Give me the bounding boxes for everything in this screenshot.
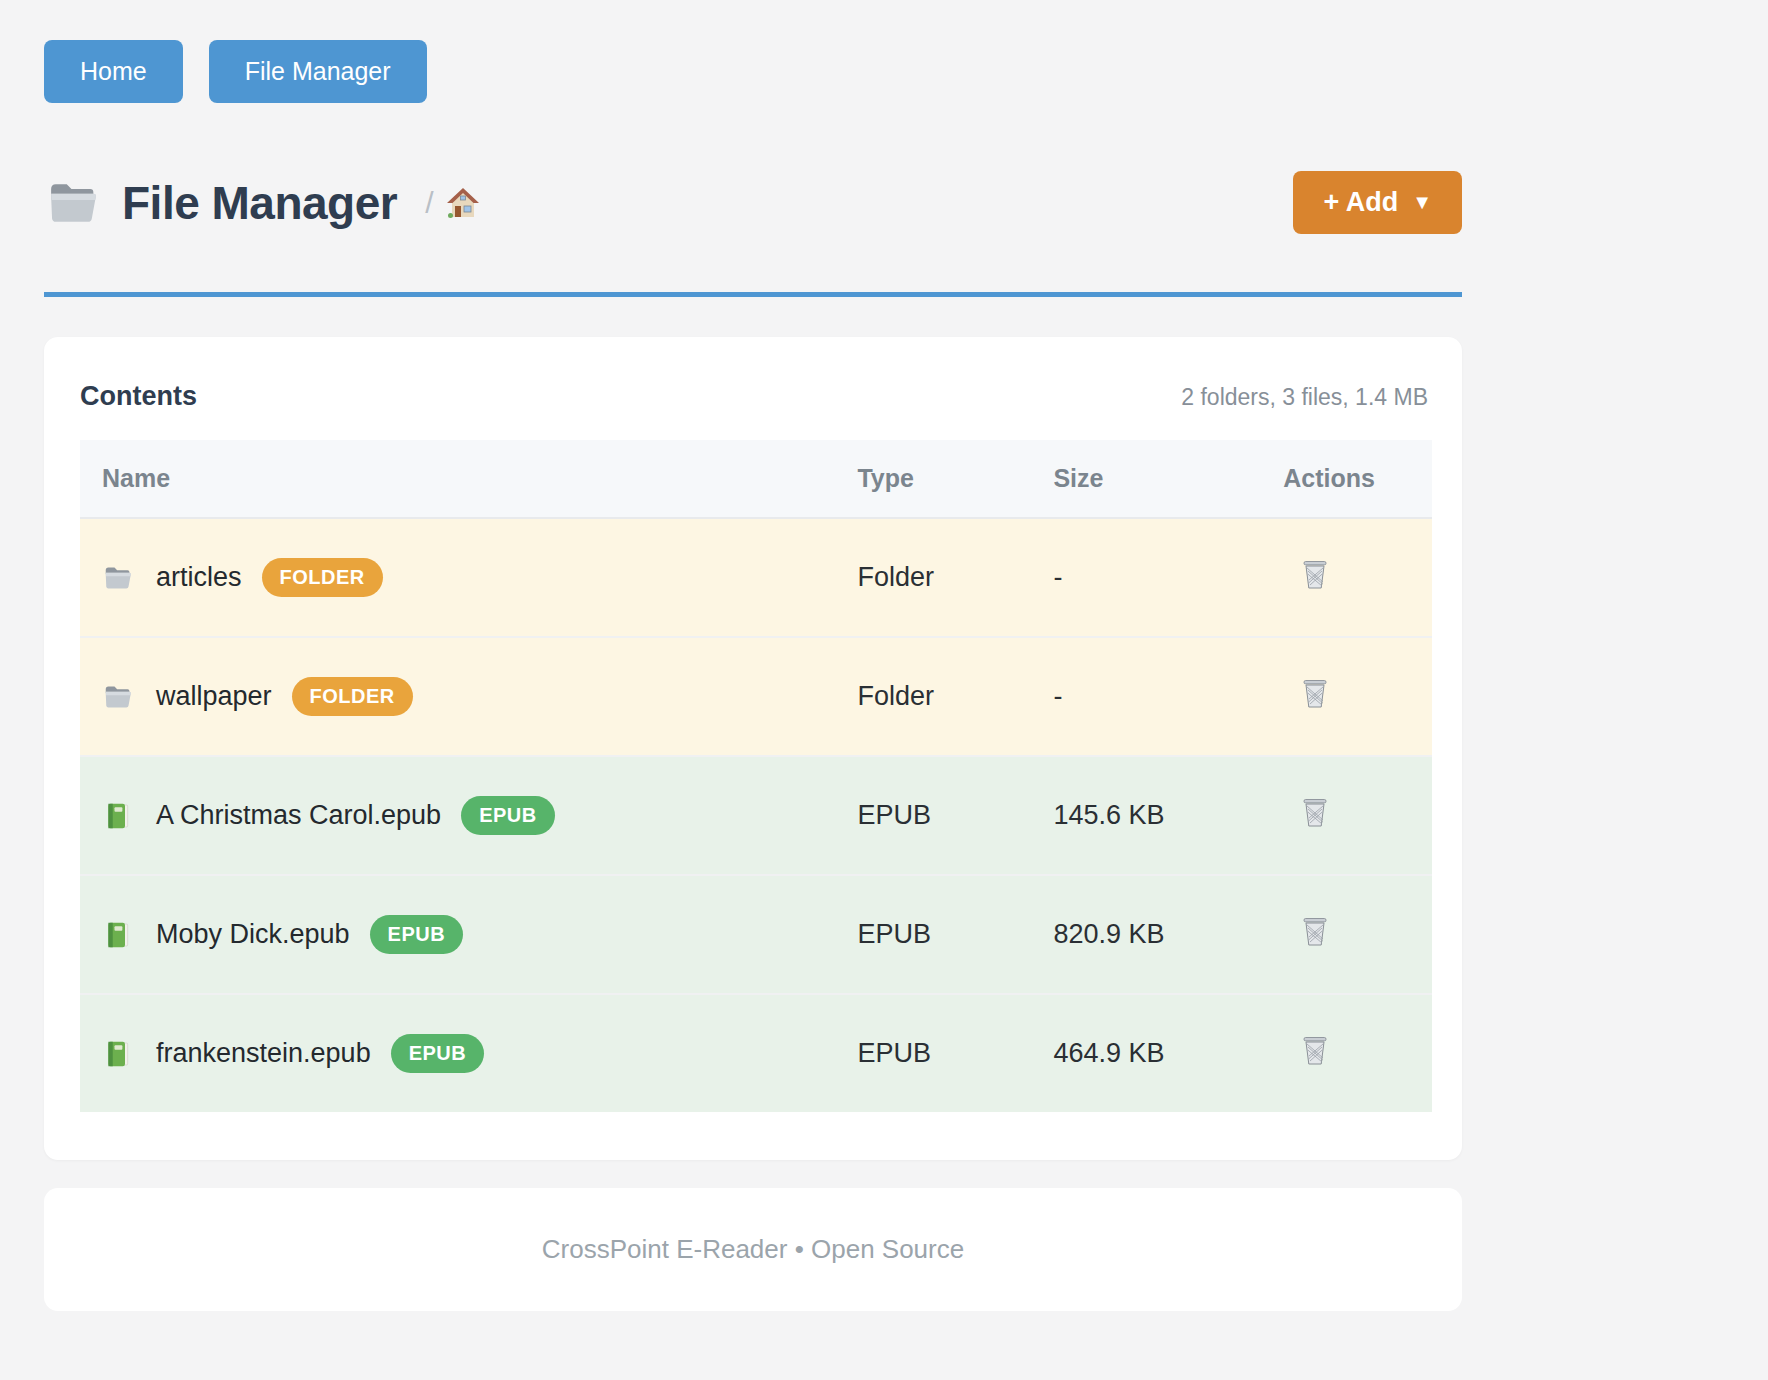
green-book-icon xyxy=(102,1040,134,1068)
contents-card: Contents 2 folders, 3 files, 1.4 MB Name… xyxy=(44,337,1462,1160)
file-name: Moby Dick.epub xyxy=(156,919,350,950)
delete-button[interactable] xyxy=(1299,557,1331,591)
type-badge: FOLDER xyxy=(292,677,413,716)
table-row[interactable]: articles FOLDER Folder - xyxy=(80,518,1432,637)
column-header-actions: Actions xyxy=(1283,440,1432,518)
file-name: wallpaper xyxy=(156,681,272,712)
footer-card: CrossPoint E-Reader • Open Source xyxy=(44,1188,1462,1311)
cell-type: EPUB xyxy=(857,875,1053,994)
table-row[interactable]: wallpaper FOLDER Folder - xyxy=(80,637,1432,756)
top-nav: Home File Manager xyxy=(44,40,1462,103)
cell-type: EPUB xyxy=(857,994,1053,1112)
file-name: articles xyxy=(156,562,242,593)
table-header-row: Name Type Size Actions xyxy=(80,440,1432,518)
breadcrumb-separator: / xyxy=(425,186,433,220)
table-row[interactable]: A Christmas Carol.epub EPUB EPUB 145.6 K… xyxy=(80,756,1432,875)
trash-icon xyxy=(1299,914,1331,948)
add-button-label: + Add xyxy=(1323,187,1398,218)
footer-text: CrossPoint E-Reader • Open Source xyxy=(542,1234,964,1264)
column-header-name: Name xyxy=(80,440,857,518)
nav-button-home[interactable]: Home xyxy=(44,40,183,103)
trash-icon xyxy=(1299,1033,1331,1067)
cell-type: EPUB xyxy=(857,756,1053,875)
trash-icon xyxy=(1299,557,1331,591)
type-badge: EPUB xyxy=(391,1034,485,1073)
green-book-icon xyxy=(102,921,134,949)
nav-button-file-manager[interactable]: File Manager xyxy=(209,40,427,103)
cell-size: 820.9 KB xyxy=(1053,875,1283,994)
contents-summary: 2 folders, 3 files, 1.4 MB xyxy=(1181,384,1428,411)
folder-icon xyxy=(44,178,102,228)
page: Home File Manager File Manager / + Add ▼… xyxy=(44,0,1462,1311)
delete-button[interactable] xyxy=(1299,1033,1331,1067)
file-name: frankenstein.epub xyxy=(156,1038,371,1069)
type-badge: FOLDER xyxy=(262,558,383,597)
page-header: File Manager / + Add ▼ xyxy=(44,171,1462,234)
table-row[interactable]: Moby Dick.epub EPUB EPUB 820.9 KB xyxy=(80,875,1432,994)
cell-size: 464.9 KB xyxy=(1053,994,1283,1112)
cell-size: - xyxy=(1053,637,1283,756)
column-header-size: Size xyxy=(1053,440,1283,518)
file-name: A Christmas Carol.epub xyxy=(156,800,441,831)
cell-type: Folder xyxy=(857,518,1053,637)
cell-type: Folder xyxy=(857,637,1053,756)
table-row[interactable]: frankenstein.epub EPUB EPUB 464.9 KB xyxy=(80,994,1432,1112)
column-header-type: Type xyxy=(857,440,1053,518)
green-book-icon xyxy=(102,802,134,830)
breadcrumb: / xyxy=(425,186,479,220)
type-badge: EPUB xyxy=(461,796,555,835)
add-button[interactable]: + Add ▼ xyxy=(1293,171,1462,234)
delete-button[interactable] xyxy=(1299,795,1331,829)
folder-icon xyxy=(102,683,134,711)
cell-size: 145.6 KB xyxy=(1053,756,1283,875)
caret-down-icon: ▼ xyxy=(1412,191,1432,214)
folder-icon xyxy=(102,564,134,592)
page-title: File Manager xyxy=(122,176,397,230)
trash-icon xyxy=(1299,795,1331,829)
title-underline xyxy=(44,292,1462,297)
delete-button[interactable] xyxy=(1299,676,1331,710)
files-table: Name Type Size Actions articles FOLDER F… xyxy=(80,440,1432,1112)
delete-button[interactable] xyxy=(1299,914,1331,948)
type-badge: EPUB xyxy=(370,915,464,954)
house-icon[interactable] xyxy=(446,187,480,219)
cell-size: - xyxy=(1053,518,1283,637)
contents-heading: Contents xyxy=(80,381,197,412)
trash-icon xyxy=(1299,676,1331,710)
